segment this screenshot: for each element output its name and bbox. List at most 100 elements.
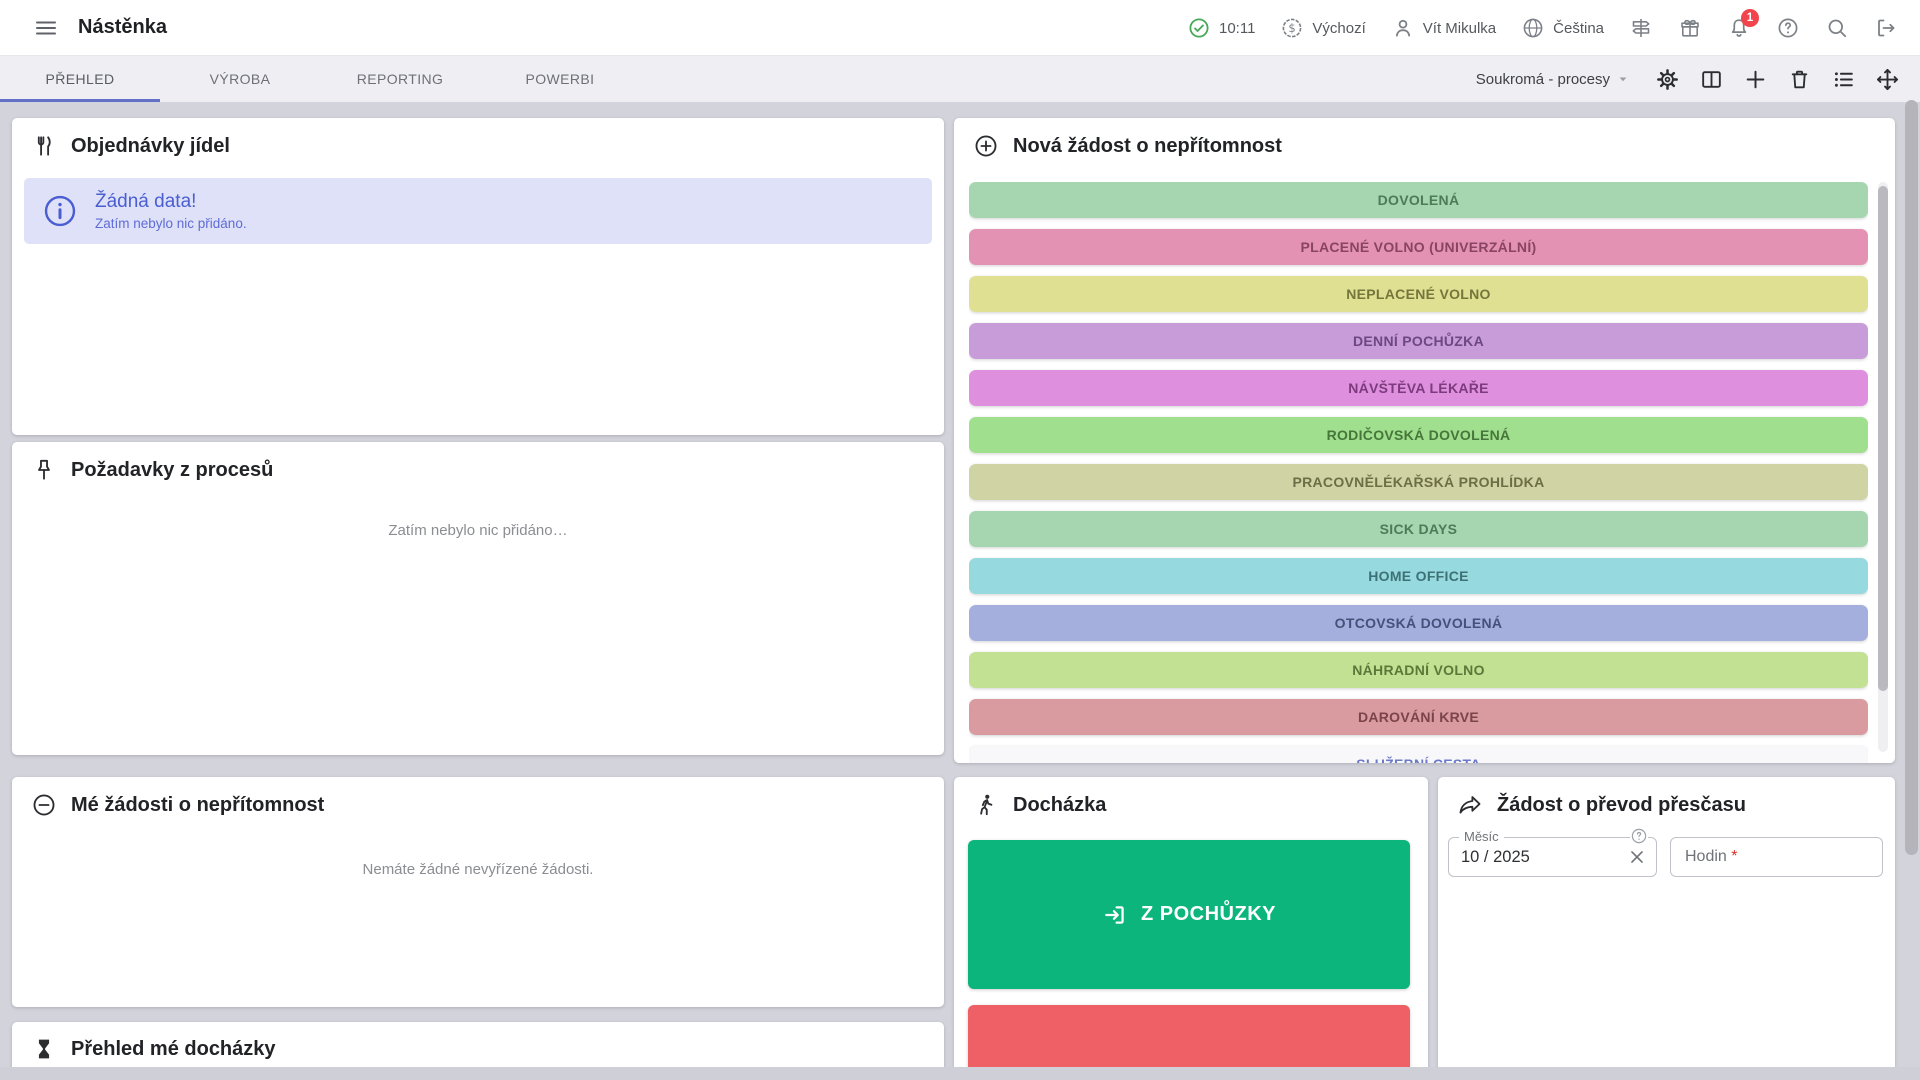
absence-type-button[interactable]: DOVOLENÁ xyxy=(969,182,1868,218)
list-view-button[interactable] xyxy=(1824,60,1862,98)
hours-field-label: Hodin * xyxy=(1685,848,1738,865)
add-widget-button[interactable] xyxy=(1736,60,1774,98)
tab-bar: PŘEHLED VÝROBA REPORTING POWERBI Soukrom… xyxy=(0,56,1920,102)
gift-icon xyxy=(1681,19,1699,37)
user-menu[interactable]: Vít Mikulka xyxy=(1391,16,1496,40)
login-arrow-icon xyxy=(1105,905,1124,924)
month-field[interactable]: Měsíc xyxy=(1448,827,1657,877)
tab-powerbi[interactable]: POWERBI xyxy=(525,71,595,87)
dashboard-select[interactable]: Soukromá - procesy xyxy=(1476,70,1632,88)
card-overtime-transfer: Žádost o převod přesčasu Měsíc Hodin * xyxy=(1438,777,1895,1080)
topbar-actions: 10:11 $ Výchozí Vít Mikulka Čeština xyxy=(1187,0,1898,56)
pushpin-icon xyxy=(38,459,50,480)
logout-button[interactable] xyxy=(1874,16,1898,40)
person-icon xyxy=(1395,19,1410,37)
absence-type-button[interactable]: SLUŽEBNÍ CESTA xyxy=(969,746,1868,763)
notifications-button[interactable]: 1 xyxy=(1727,9,1759,40)
hours-field[interactable]: Hodin * xyxy=(1670,837,1883,877)
horizontal-scrollbar-track xyxy=(0,1067,1920,1080)
hamburger-icon xyxy=(36,21,56,34)
search-icon xyxy=(1828,19,1847,38)
page-scrollbar-thumb[interactable] xyxy=(1905,100,1918,855)
clock-in-button[interactable]: Z POCHŮZKY xyxy=(968,840,1410,989)
tab-prehled[interactable]: PŘEHLED xyxy=(0,56,160,102)
tab-vyroba[interactable]: VÝROBA xyxy=(209,71,271,87)
empty-state-text: Zatím nebylo nic přidáno… xyxy=(388,522,568,539)
absence-type-button[interactable]: NÁVŠTĚVA LÉKAŘE xyxy=(969,370,1868,406)
layout-columns-button[interactable] xyxy=(1692,60,1730,98)
absence-type-button[interactable]: SICK DAYS xyxy=(969,511,1868,547)
menu-button[interactable] xyxy=(28,10,64,46)
card-my-absence-requests: Mé žádosti o nepřítomnost Nemáte žádné n… xyxy=(12,777,944,1007)
absence-type-button[interactable]: NEPLACENÉ VOLNO xyxy=(969,276,1868,312)
alert-text: Zatím nebylo nic přidáno. xyxy=(95,215,247,231)
clock-in-label: Z POCHŮZKY xyxy=(1141,903,1276,925)
absence-type-button[interactable]: PRACOVNĚLÉKAŘSKÁ PROHLÍDKA xyxy=(969,464,1868,500)
plus-circle-icon xyxy=(975,135,997,157)
profile-selector[interactable]: $ Výchozí xyxy=(1280,16,1366,40)
hourglass-icon xyxy=(38,1039,50,1059)
language-selector[interactable]: Čeština xyxy=(1521,16,1604,40)
clear-month-icon[interactable] xyxy=(1626,846,1648,868)
absence-type-button[interactable]: DENNÍ POCHŮZKA xyxy=(969,323,1868,359)
whats-new-button[interactable] xyxy=(1678,16,1702,40)
dashboard-toolbar: Soukromá - procesy xyxy=(1476,56,1906,102)
guide-button[interactable] xyxy=(1629,16,1653,40)
absence-type-button[interactable]: RODIČOVSKÁ DOVOLENÁ xyxy=(969,417,1868,453)
svg-text:$: $ xyxy=(1289,21,1296,35)
empty-state-text: Nemáte žádné nevyřízené žádosti. xyxy=(362,861,594,878)
month-help-icon[interactable] xyxy=(1630,827,1648,845)
alert-title: Žádná data! xyxy=(95,191,197,213)
absence-scrollbar-thumb[interactable] xyxy=(1878,186,1888,691)
absence-type-button[interactable]: NÁHRADNÍ VOLNO xyxy=(969,652,1868,688)
logout-icon xyxy=(1878,19,1895,37)
card-header: Mé žádosti o nepřítomnost xyxy=(12,777,944,829)
absence-type-button[interactable]: PLACENÉ VOLNO (UNIVERZÁLNÍ) xyxy=(969,229,1868,265)
absence-type-button[interactable]: DAROVÁNÍ KRVE xyxy=(969,699,1868,735)
card-header: Žádost o převod přesčasu xyxy=(1438,777,1895,829)
card-attendance: Docházka Z POCHŮZKY xyxy=(954,777,1428,1080)
no-data-alert: Žádná data! Zatím nebylo nic přidáno. xyxy=(24,178,932,244)
help-icon xyxy=(1778,18,1798,38)
signpost-icon xyxy=(1632,19,1650,37)
page-title: Nástěnka xyxy=(78,16,167,38)
card-new-absence-request: Nová žádost o nepřítomnost DOVOLENÁ PLACE… xyxy=(954,118,1895,763)
active-tab-indicator xyxy=(0,99,160,102)
globe-icon xyxy=(1523,18,1543,38)
card-title: Objednávky jídel xyxy=(71,134,230,157)
forward-arrow-icon xyxy=(1459,796,1481,814)
help-button[interactable] xyxy=(1776,16,1800,40)
walking-person-icon xyxy=(980,794,993,816)
absence-type-list: DOVOLENÁ PLACENÉ VOLNO (UNIVERZÁLNÍ) NEPLA… xyxy=(969,182,1868,763)
card-title: Nová žádost o nepřítomnost xyxy=(1013,134,1282,157)
profile-label: Výchozí xyxy=(1312,19,1366,37)
absence-type-button[interactable]: OTCOVSKÁ DOVOLENÁ xyxy=(969,605,1868,641)
card-header: Požadavky z procesů xyxy=(12,442,944,494)
info-icon xyxy=(44,195,76,227)
notification-badge: 1 xyxy=(1741,9,1759,27)
settings-button[interactable] xyxy=(1648,60,1686,98)
card-process-requests: Požadavky z procesů Zatím nebylo nic při… xyxy=(12,442,944,755)
absence-type-button[interactable]: HOME OFFICE xyxy=(969,558,1868,594)
delete-dashboard-button[interactable] xyxy=(1780,60,1818,98)
top-bar: Nástěnka 10:11 $ Výchozí Vít Mikulka Češ… xyxy=(0,0,1920,56)
card-title: Žádost o převod přesčasu xyxy=(1497,793,1746,816)
card-header: Nová žádost o nepřítomnost xyxy=(954,118,1895,170)
cutlery-icon xyxy=(37,136,51,156)
move-widgets-button[interactable] xyxy=(1868,60,1906,98)
card-meal-orders: Objednávky jídel Žádná data! Zatím nebyl… xyxy=(12,118,944,435)
attendance-status[interactable]: 10:11 xyxy=(1187,16,1255,40)
month-input[interactable] xyxy=(1461,838,1606,876)
trash-icon xyxy=(1791,70,1807,88)
list-icon xyxy=(1834,71,1853,87)
dollar-badge-icon: $ xyxy=(1283,18,1302,38)
card-header: Objednávky jídel xyxy=(12,118,944,170)
search-button[interactable] xyxy=(1825,16,1849,40)
card-header: Docházka xyxy=(954,777,1428,829)
tab-reporting[interactable]: REPORTING xyxy=(356,71,444,87)
card-title: Přehled mé docházky xyxy=(71,1037,276,1060)
user-name: Vít Mikulka xyxy=(1422,19,1497,37)
plus-icon xyxy=(1746,70,1764,88)
card-header: Přehled mé docházky xyxy=(12,1022,944,1073)
